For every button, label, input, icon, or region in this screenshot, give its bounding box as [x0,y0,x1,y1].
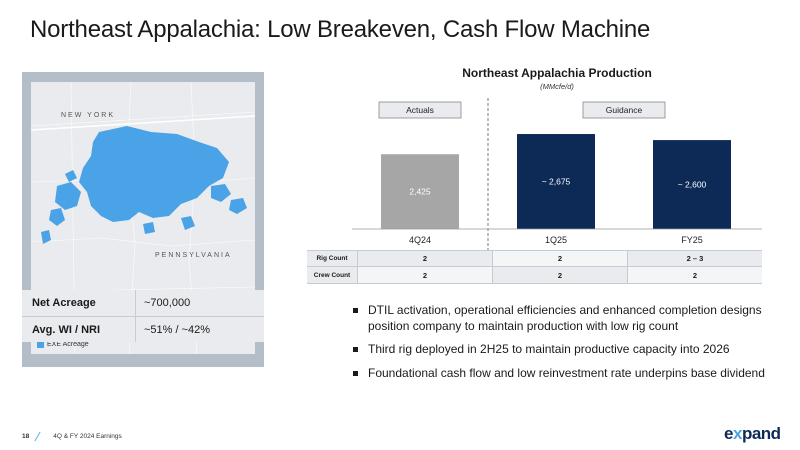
map-legend: EXE Acreage [37,341,89,348]
footer-divider [34,432,48,441]
logo-suffix: pand [741,424,781,443]
stats-label: Avg. WI / NRI [22,317,136,342]
stats-row: Net Acreage ~700,000 [22,290,264,316]
x-tick-label: 1Q25 [545,235,567,245]
counts-cell: 2 [357,267,492,283]
bar-value-label: ~ 2,600 [678,180,707,190]
state-label-pennsylvania: PENNSYLVANIA [155,252,232,259]
stats-value: ~51% / ~42% [144,323,211,336]
chart-group-box [582,101,666,119]
counts-cell: 2 [492,267,627,283]
counts-row-label: Rig Count [307,251,357,266]
acreage-stats-table: Net Acreage ~700,000 Avg. WI / NRI ~51% … [22,290,264,342]
chart-group-label: Guidance [606,105,643,115]
page-number: 18 [22,433,30,440]
chart-group-label: Actuals [406,105,434,115]
footer-text: 4Q & FY 2024 Earnings [53,433,122,440]
legend-swatch [37,341,44,348]
company-logo: expand [724,424,781,444]
map-panel: NEW YORK PENNSYLVANIA EXE Acreage [22,72,264,367]
x-tick-label: 4Q24 [409,235,431,245]
chart-subtitle: (MMcfe/d) [540,82,574,91]
counts-cell: 2 – 3 [627,251,762,266]
bar-value-label: ~ 2,675 [542,177,571,187]
footer: 18 4Q & FY 2024 Earnings [22,432,122,441]
counts-row-rig: Rig Count 2 2 2 – 3 [307,250,762,267]
logo-prefix: e [724,424,733,443]
bar-1q25 [517,134,595,229]
state-label-new-york: NEW YORK [61,112,115,119]
counts-row-label: Crew Count [307,267,357,283]
x-tick-label: FY25 [681,235,703,245]
chart-title: Northeast Appalachia Production [462,66,652,80]
bullet-item: Third rig deployed in 2H25 to maintain p… [350,342,770,358]
legend-label: EXE Acreage [47,341,89,348]
counts-cell: 2 [357,251,492,266]
bullet-item: DTIL activation, operational efficiencie… [350,303,770,334]
bullet-item: Foundational cash flow and low reinvestm… [350,366,770,382]
counts-row-crew: Crew Count 2 2 2 [307,267,762,284]
stats-value: ~700,000 [144,297,191,309]
counts-cell: 2 [627,267,762,283]
counts-table: Rig Count 2 2 2 – 3 Crew Count 2 2 2 [307,250,762,284]
counts-cell: 2 [492,251,627,266]
production-chart: Actuals Guidance 2,425 4Q24 ~ 2,675 1Q25 ~ 2,6… [352,98,762,260]
stats-row: Avg. WI / NRI ~51% / ~42% [22,316,264,342]
bar-4q24 [381,154,459,229]
page-title: Northeast Appalachia: Low Breakeven, Cas… [30,16,651,43]
bar-value-label: 2,425 [409,187,431,197]
bar-fy25 [653,140,731,229]
stats-label: Net Acreage [22,290,136,316]
logo-x: x [732,424,742,443]
bullet-list: DTIL activation, operational efficiencie… [350,303,770,389]
chart-group-box [378,101,462,119]
